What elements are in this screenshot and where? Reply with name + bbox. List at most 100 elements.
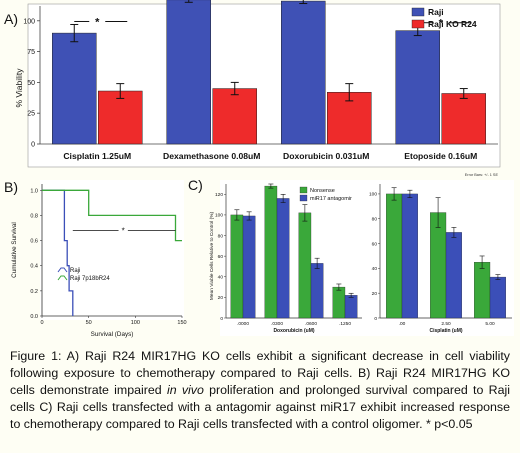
panel-c-y-tick-label: 0 <box>220 316 223 322</box>
panel-a-error-footnote: Error Bars: +/- 1 SE <box>465 173 499 177</box>
panel-a-legend-swatch <box>411 19 425 29</box>
panel-c-x-tick-label: 5.00 <box>485 321 495 327</box>
panel-b-chart: B) Cumulative Survival Survival (Days) 0… <box>4 179 187 338</box>
panel-a-legend-swatch <box>411 7 425 17</box>
panel-c-legend-label: Nonsense <box>310 188 335 194</box>
panel-b-legend-swatch <box>57 267 68 273</box>
panel-a-legend-label: Raji <box>428 7 444 17</box>
panel-a-significance-star: * <box>95 16 100 28</box>
panel-b-legend-swatch <box>57 275 68 281</box>
panel-c-bar <box>386 193 403 319</box>
panel-c-x-tick-label: 2.50 <box>441 321 451 327</box>
panel-a-x-tick-label: Dexamethasone 0.08uM <box>163 151 260 161</box>
panel-b-x-tick-label: 50 <box>86 320 92 326</box>
panel-c-bar <box>401 193 418 319</box>
panel-c-chart: C) Mean Viable Cells Relative to Control… <box>188 177 514 336</box>
panel-c-x-tick-label: .00 <box>399 321 406 327</box>
panel-c-bar <box>332 286 346 319</box>
panel-c-bar <box>489 276 506 319</box>
panel-c-legend-swatch <box>299 194 308 202</box>
panel-c-y-tick-label: 80 <box>372 217 378 223</box>
panel-b-y-tick-label: 0.8 <box>30 213 38 219</box>
panel-c-bar <box>276 198 290 319</box>
panel-c-cisplatin-subplot: 0 20 40 60 80 100 .00 2.50 5.00 Cisplatin (uM) <box>369 184 512 334</box>
panel-a-bars: * * * * <box>52 0 486 145</box>
panel-c-y-tick-label: 20 <box>372 291 378 297</box>
panel-b-axes: 0.0 0.2 0.4 0.6 0.8 1.0 0 50 100 150 <box>30 184 187 326</box>
panel-c-y-tick-label: 80 <box>218 233 224 239</box>
panel-b-y-tick-label: 0.0 <box>30 314 38 320</box>
panel-c-x-tick-label: .0600 <box>305 321 317 327</box>
panel-c-bar <box>242 215 256 319</box>
panel-c-y-tick-label: 60 <box>218 254 224 260</box>
panel-c-y-tick-label: 100 <box>369 192 377 198</box>
panel-b-lines: * <box>42 189 182 316</box>
panel-c-y-tick-label: 100 <box>215 213 223 219</box>
panel-a-bar <box>212 88 257 145</box>
panel-c-bar <box>298 212 312 319</box>
caption-part-1: Figure 1: A) Raji R24 MIR17HG KO cells e… <box>10 349 510 397</box>
panel-b-y-tick-label: 1.0 <box>30 188 38 194</box>
panel-a-y-tick-label: 50 <box>27 80 35 87</box>
panel-c-label: C) <box>188 177 203 193</box>
panel-a-y-tick-label: 100 <box>23 18 35 25</box>
panel-c-y-tick-label: 0 <box>374 316 377 322</box>
panel-b-plot-area <box>40 180 184 320</box>
panel-a-x-ticks: Cisplatin 1.25uM Dexamethasone 0.08uM Doxo… <box>63 151 477 161</box>
panel-a-y-axis-label: % Viability <box>14 68 24 108</box>
panel-c-bar <box>264 185 278 319</box>
panel-a-significance-star: * <box>210 0 215 1</box>
panel-a-label: A) <box>4 11 18 27</box>
panel-c-y-tick-label: 40 <box>218 275 224 281</box>
panel-a-y-tick-label: 25 <box>27 111 35 118</box>
panel-b-legend: Raji Raji 7p18bR24 <box>57 267 110 282</box>
panel-c-legend: Nonsense miR17 antagomir <box>299 186 352 202</box>
panel-b-x-tick-label: 0 <box>40 320 43 326</box>
panel-b-y-axis-label: Cumulative Survival <box>11 222 18 278</box>
panel-b-survival-line <box>42 189 74 316</box>
panel-a-significance-star: * <box>324 0 329 3</box>
panel-a-legend-label: Raji KO R24 <box>428 19 477 29</box>
panel-b-survival-line <box>42 189 182 242</box>
panel-a-x-tick-label: Etoposide 0.16uM <box>404 151 477 161</box>
panel-b-y-tick-label: 0.4 <box>30 264 38 270</box>
panel-a-bar <box>395 30 440 145</box>
panel-c-y-tick-label: 40 <box>372 266 378 272</box>
panel-b-legend-label: Raji 7p18bR24 <box>70 276 110 282</box>
panel-a-bar <box>52 32 97 145</box>
panel-a-legend: Raji Raji KO R24 <box>411 7 477 29</box>
panel-c-x-tick-label: .1250 <box>339 321 351 327</box>
panel-c-x-tick-label: .0000 <box>237 321 249 327</box>
panel-b-significance-star: * <box>122 227 125 236</box>
panel-a-y-tick-label: 75 <box>27 49 35 56</box>
panel-c-x-axis-label: Cisplatin (uM) <box>429 328 462 334</box>
panel-b-y-tick-label: 0.2 <box>30 289 38 295</box>
panel-c-bar <box>344 295 358 319</box>
panel-b-x-tick-label: 100 <box>131 320 140 326</box>
panel-b-x-tick-label: 150 <box>177 320 186 326</box>
caption-italic: in vivo <box>166 383 204 397</box>
panel-c-doxorubicin-subplot: 0 20 40 60 80 100 120 .0000 .0300 .0600 .1250 Doxor… <box>215 183 362 334</box>
panel-c-bar <box>445 232 462 319</box>
panel-c-legend-swatch <box>299 186 308 194</box>
panel-b-label: B) <box>4 179 18 195</box>
panel-a-x-tick-label: Cisplatin 1.25uM <box>63 151 131 161</box>
panel-a-x-tick-label: Doxorubicin 0.031uM <box>283 151 369 161</box>
panel-b-y-tick-label: 0.6 <box>30 239 38 245</box>
panel-c-bar <box>430 212 447 319</box>
panel-c-y-tick-label: 60 <box>372 241 378 247</box>
figure-caption: Figure 1: A) Raji R24 MIR17HG KO cells e… <box>10 348 510 433</box>
panel-a-bar <box>281 0 326 145</box>
panel-c-bar <box>310 263 324 319</box>
panel-c-y-tick-label: 20 <box>218 295 224 301</box>
caption-part-2: proliferation and prolonged survival com… <box>10 383 510 431</box>
panel-c-bar <box>474 262 491 319</box>
panel-c-plot-area <box>220 180 514 336</box>
panel-c-x-axis-label: Doxorubicin (uM) <box>273 328 314 334</box>
panel-a-bar <box>166 0 211 145</box>
panel-c-y-tick-label: 120 <box>215 192 223 198</box>
panel-a-bar <box>98 90 143 145</box>
panel-b-legend-label: Raji <box>70 268 80 274</box>
panel-a-bar <box>441 93 486 145</box>
panel-b-x-axis-label: Survival (Days) <box>91 331 134 338</box>
